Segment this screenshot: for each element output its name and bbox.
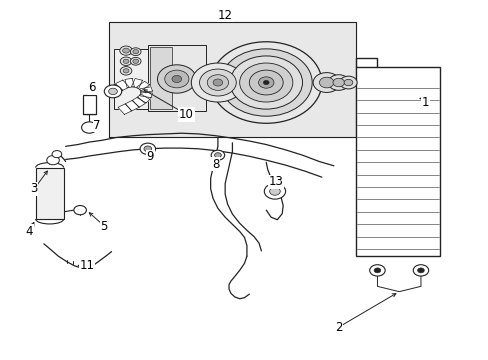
Text: 7: 7 — [93, 118, 101, 131]
Bar — [82, 95, 96, 114]
Circle shape — [373, 268, 380, 273]
Text: 6: 6 — [88, 81, 96, 94]
Bar — [355, 67, 439, 256]
Circle shape — [332, 78, 344, 87]
Circle shape — [214, 153, 221, 158]
Polygon shape — [137, 94, 150, 103]
Circle shape — [143, 146, 151, 152]
Polygon shape — [118, 104, 131, 114]
Circle shape — [210, 42, 321, 123]
Circle shape — [191, 63, 244, 102]
Circle shape — [249, 70, 283, 95]
Circle shape — [164, 70, 188, 88]
Circle shape — [263, 80, 268, 85]
Text: 11: 11 — [80, 258, 95, 271]
Text: 13: 13 — [268, 175, 283, 188]
Circle shape — [344, 79, 352, 86]
Text: 8: 8 — [211, 158, 219, 171]
Text: 12: 12 — [217, 9, 232, 22]
Polygon shape — [115, 80, 129, 91]
Circle shape — [369, 265, 385, 276]
Text: 2: 2 — [334, 321, 342, 334]
Circle shape — [130, 57, 141, 65]
Text: 5: 5 — [101, 220, 108, 233]
Circle shape — [108, 88, 117, 95]
Text: 9: 9 — [146, 150, 154, 163]
Circle shape — [122, 48, 129, 53]
Polygon shape — [136, 81, 149, 91]
Circle shape — [120, 46, 132, 55]
Circle shape — [104, 85, 122, 98]
Bar — [150, 47, 172, 109]
Circle shape — [120, 67, 132, 75]
Circle shape — [74, 206, 86, 215]
Circle shape — [220, 49, 311, 116]
Polygon shape — [125, 100, 139, 111]
Polygon shape — [132, 97, 145, 107]
Circle shape — [412, 265, 428, 276]
Circle shape — [123, 69, 129, 73]
Polygon shape — [131, 78, 142, 88]
Circle shape — [239, 63, 292, 102]
Text: 4: 4 — [25, 225, 33, 238]
Circle shape — [417, 268, 424, 273]
Polygon shape — [140, 91, 152, 98]
Circle shape — [47, 156, 59, 165]
Circle shape — [269, 188, 280, 195]
Circle shape — [123, 59, 129, 63]
Text: 1: 1 — [421, 95, 428, 108]
Text: 3: 3 — [30, 183, 38, 195]
Circle shape — [120, 57, 132, 66]
Circle shape — [211, 150, 224, 160]
Circle shape — [339, 76, 356, 89]
Circle shape — [213, 79, 223, 86]
Circle shape — [52, 150, 61, 158]
Circle shape — [264, 184, 285, 199]
Circle shape — [319, 77, 333, 88]
Circle shape — [157, 65, 196, 93]
Circle shape — [130, 48, 141, 55]
Circle shape — [81, 122, 97, 133]
Circle shape — [312, 73, 340, 93]
Polygon shape — [109, 84, 122, 94]
Circle shape — [229, 56, 302, 109]
Circle shape — [199, 69, 236, 96]
Circle shape — [140, 143, 155, 154]
Circle shape — [133, 59, 138, 63]
Circle shape — [133, 50, 138, 54]
Bar — [147, 45, 205, 111]
Bar — [36, 168, 63, 219]
Bar — [114, 49, 162, 109]
Circle shape — [172, 76, 181, 82]
Polygon shape — [140, 87, 152, 93]
Text: 10: 10 — [179, 108, 194, 121]
Circle shape — [207, 75, 228, 90]
Circle shape — [327, 75, 349, 90]
Polygon shape — [109, 22, 355, 138]
Circle shape — [258, 77, 273, 88]
Polygon shape — [124, 78, 134, 88]
